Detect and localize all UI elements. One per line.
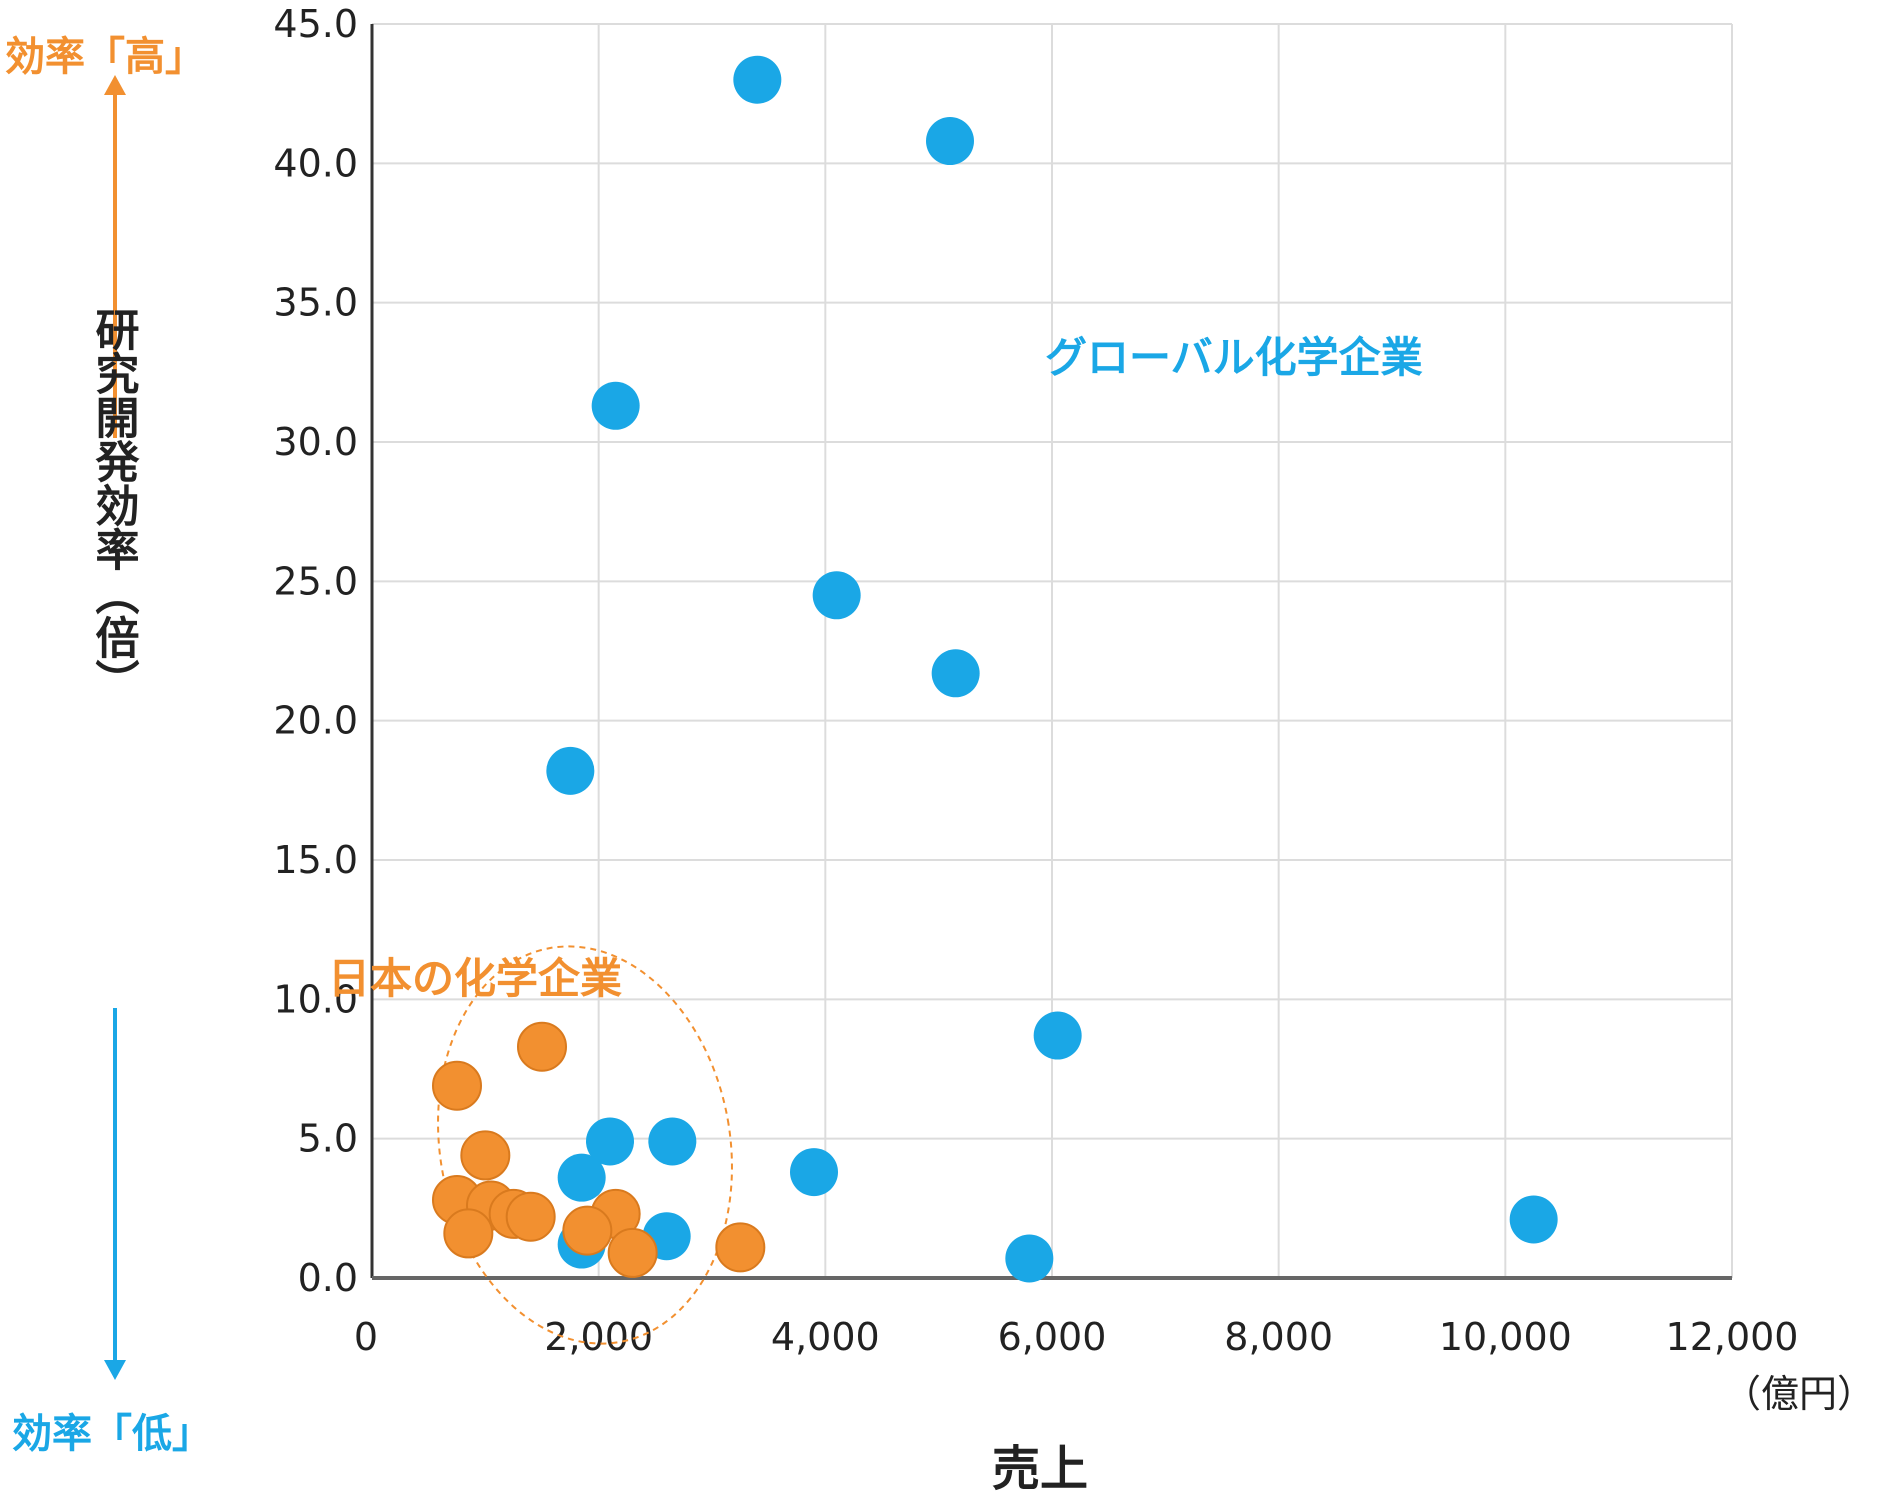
annotation-high: 効率「高」	[5, 34, 205, 80]
series-label-global: グローバル化学企業	[1045, 333, 1423, 382]
y-axis-title: 研究開発効率（倍）	[88, 307, 141, 703]
data-points	[432, 55, 1558, 1283]
japan-company-point	[460, 1130, 511, 1181]
x-tick-labels: 0 2,000 4,000 6,000 8,000 10,000 12,000	[354, 1315, 1799, 1359]
arrow-up-head	[104, 75, 126, 95]
y-tick-label: 45.0	[273, 2, 358, 46]
x-tick-label: 8,000	[1224, 1315, 1333, 1359]
y-tick-label: 5.0	[298, 1117, 358, 1161]
y-tick-label: 0.0	[298, 1256, 358, 1300]
japan-company-point	[562, 1205, 613, 1256]
y-tick-label: 25.0	[273, 559, 358, 603]
y-tick-label: 35.0	[273, 281, 358, 325]
x-axis-title: 売上	[992, 1441, 1088, 1497]
x-tick-label: 10,000	[1439, 1315, 1572, 1359]
japan-company-point	[517, 1021, 567, 1072]
global-company-point	[926, 117, 974, 166]
y-tick-label: 10.0	[273, 977, 358, 1021]
global-company-point	[733, 55, 782, 104]
global-company-point	[591, 381, 640, 430]
x-tick-label: 0	[354, 1315, 378, 1359]
global-company-point	[648, 1117, 697, 1166]
japan-cluster-ellipse	[437, 945, 733, 1345]
arrow-down-head	[104, 1360, 126, 1380]
global-company-point	[1509, 1195, 1558, 1244]
global-company-point	[586, 1117, 634, 1166]
x-tick-label: 12,000	[1666, 1315, 1799, 1359]
japan-company-point	[505, 1191, 556, 1242]
global-company-point	[557, 1153, 606, 1202]
global-company-point	[812, 571, 861, 620]
japan-company-point	[443, 1208, 494, 1259]
x-tick-label: 4,000	[771, 1315, 880, 1359]
y-tick-label: 20.0	[273, 699, 358, 743]
y-tick-labels: 0.0 5.0 10.0 15.0 20.0 25.0 30.0 35.0 40.0 45.0	[273, 2, 358, 1300]
global-company-point	[546, 746, 595, 795]
global-company-point	[790, 1148, 838, 1197]
annotation-low: 効率「低」	[12, 1411, 212, 1457]
y-tick-label: 30.0	[273, 420, 358, 464]
japan-company-point	[432, 1060, 482, 1111]
y-tick-label: 15.0	[273, 838, 358, 882]
japan-company-point	[607, 1227, 658, 1278]
global-company-point	[1005, 1234, 1054, 1283]
global-company-point	[1033, 1011, 1082, 1060]
series-label-japan: 日本の化学企業	[328, 954, 622, 1003]
grid-lines	[372, 23, 1733, 1278]
axes	[370, 24, 1732, 1280]
x-axis-unit: （億円）	[1723, 1372, 1875, 1416]
x-tick-label: 6,000	[998, 1315, 1107, 1359]
global-company-point	[931, 649, 980, 698]
japan-company-point	[715, 1222, 766, 1273]
y-tick-label: 40.0	[273, 141, 358, 185]
